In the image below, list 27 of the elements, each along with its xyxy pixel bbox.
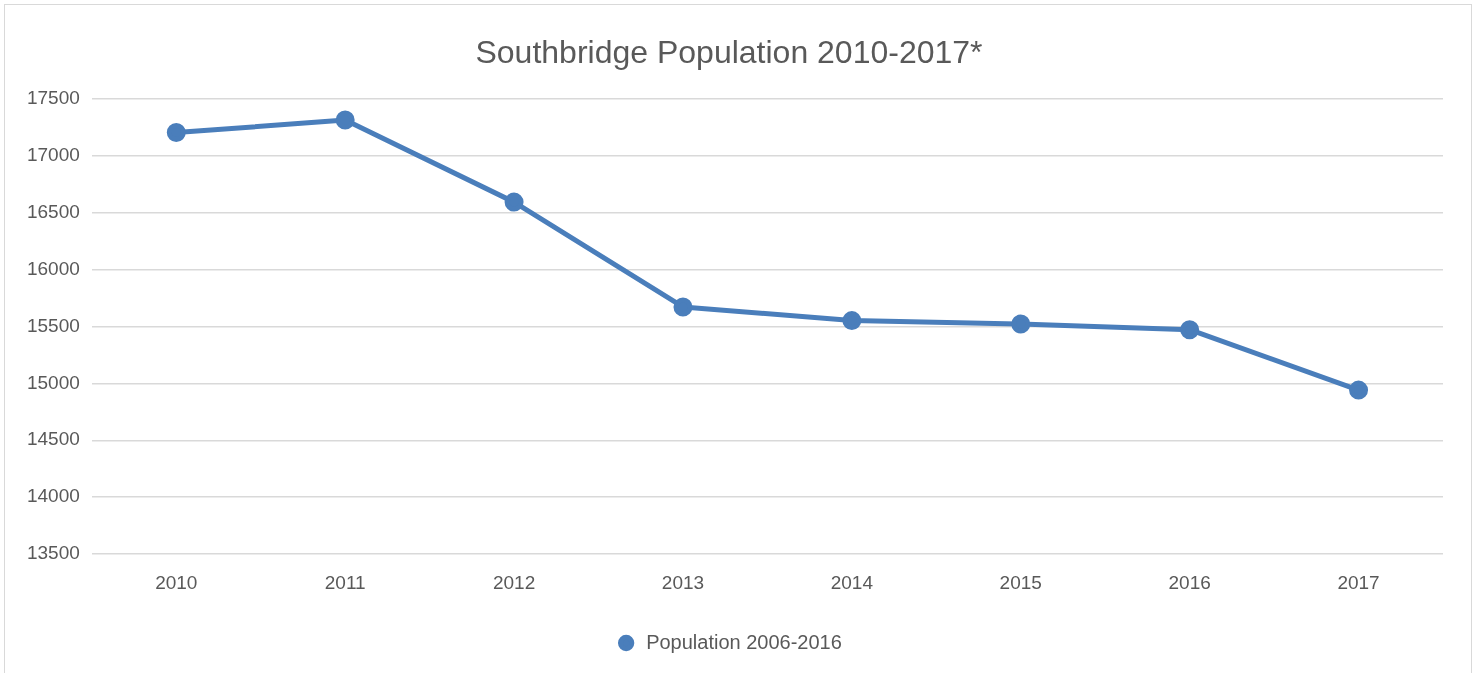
point: [166, 123, 186, 143]
y-tick-label: 17500: [26, 86, 80, 108]
y-tick-label: 16500: [26, 200, 80, 222]
x-tick-label: 2014: [830, 571, 874, 593]
x-tick-label: 2012: [492, 571, 536, 593]
point: [1011, 314, 1031, 334]
x-tick-label: 2016: [1168, 571, 1211, 593]
legend-label: Population 2006-2016: [646, 630, 842, 653]
point: [842, 311, 862, 331]
y-tick-label: 16000: [26, 257, 80, 279]
y-tick-label: 14500: [26, 428, 80, 450]
point: [335, 110, 355, 130]
x-tick-label: 2015: [999, 571, 1042, 593]
y-tick-label: 15500: [26, 314, 80, 336]
x-tick-label: 2017: [1337, 571, 1380, 593]
x-tick-label: 2010: [155, 571, 198, 593]
x-tick-label: 2011: [324, 571, 366, 593]
point: [673, 297, 693, 317]
y-tick-label: 17000: [26, 143, 80, 165]
point: [1180, 320, 1200, 340]
y-tick-label: 13500: [26, 542, 80, 564]
point: [1349, 380, 1369, 400]
y-tick-label: 14000: [26, 485, 80, 507]
chart-title: Southbridge Population 2010-2017*: [475, 34, 983, 71]
point: [504, 192, 524, 212]
y-tick-label: 15000: [26, 371, 80, 393]
x-tick-label: 2013: [661, 571, 705, 593]
